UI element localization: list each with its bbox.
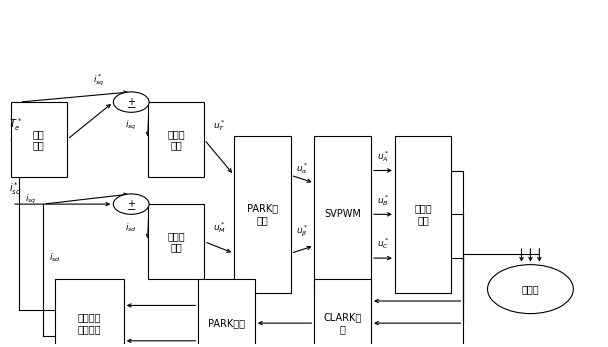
Text: $i_{sq}$: $i_{sq}$ [125,119,137,132]
Text: PARK变换: PARK变换 [208,318,245,328]
Text: 三相逆
变器: 三相逆 变器 [415,203,432,225]
FancyBboxPatch shape [198,279,255,347]
Text: $i_{sq}$: $i_{sq}$ [26,193,37,206]
Text: $u_M^*$: $u_M^*$ [213,220,226,235]
FancyBboxPatch shape [314,279,371,347]
Circle shape [488,265,573,314]
Circle shape [113,194,149,214]
Text: SVPWM: SVPWM [324,209,361,219]
Text: −: − [126,205,136,215]
FancyBboxPatch shape [314,136,371,293]
Text: 电动机: 电动机 [522,284,539,294]
Text: PARK逆
变换: PARK逆 变换 [247,203,278,225]
Text: $u_A^*$: $u_A^*$ [377,149,389,164]
Text: 转矩
计算: 转矩 计算 [33,129,45,150]
Text: $i_{sd}$: $i_{sd}$ [49,251,61,264]
Text: $u_B^*$: $u_B^*$ [377,193,389,208]
Text: −: − [126,103,136,113]
Text: $u_{\beta}^*$: $u_{\beta}^*$ [296,223,309,239]
Text: $i_{sd}$: $i_{sd}$ [125,221,137,234]
FancyBboxPatch shape [55,279,124,347]
Text: 转矩计算
磁通计算: 转矩计算 磁通计算 [78,312,102,334]
Text: +: + [127,97,135,107]
Text: $T_e^*$: $T_e^*$ [9,116,22,133]
FancyBboxPatch shape [234,136,291,293]
Text: 转矩调
节器: 转矩调 节器 [167,129,185,150]
Text: $i_{sd}^*$: $i_{sd}^*$ [9,180,22,197]
Text: $u_T^*$: $u_T^*$ [213,118,225,133]
Text: +: + [127,199,135,209]
FancyBboxPatch shape [10,102,67,177]
Text: $u_{\alpha}^*$: $u_{\alpha}^*$ [296,161,309,176]
FancyBboxPatch shape [395,136,452,293]
FancyBboxPatch shape [148,204,204,279]
Text: 磁通调
节器: 磁通调 节器 [167,231,185,252]
Text: CLARK变
换: CLARK变 换 [323,312,362,334]
Circle shape [113,92,149,112]
Text: $u_C^*$: $u_C^*$ [377,236,389,251]
FancyBboxPatch shape [148,102,204,177]
Text: $i_{sq}^*$: $i_{sq}^*$ [94,73,105,88]
